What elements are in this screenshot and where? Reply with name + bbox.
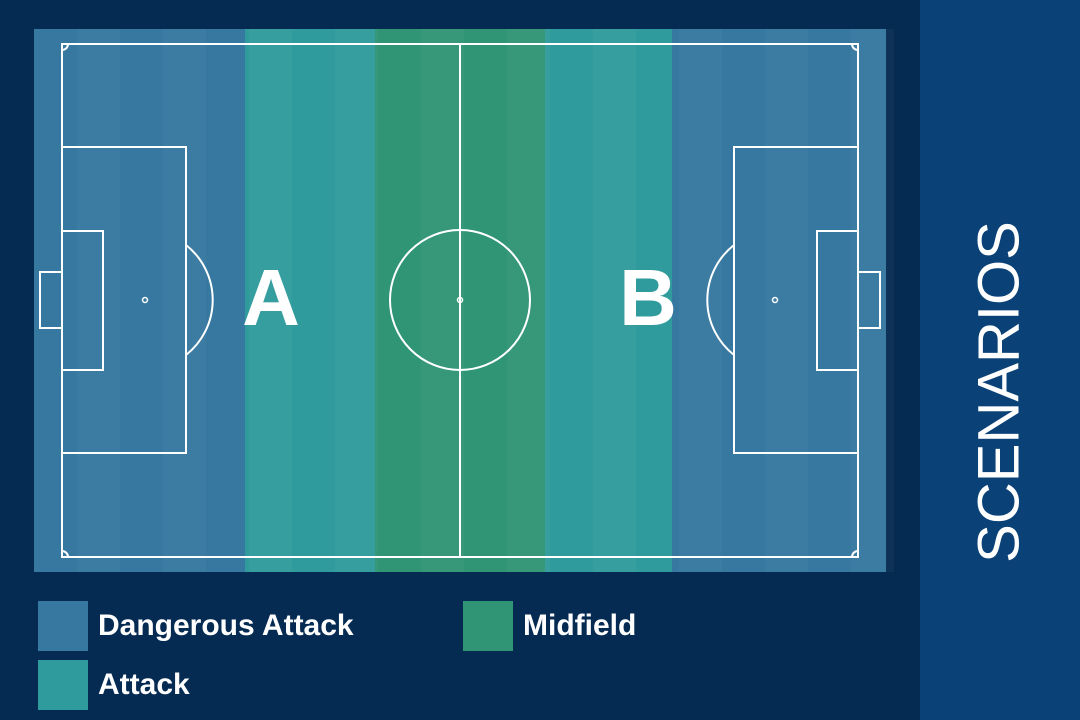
- legend: Dangerous Attack Attack Midfield: [38, 601, 636, 710]
- pitch-stripe: [77, 29, 120, 572]
- legend-swatch: [38, 660, 88, 710]
- side-panel: [920, 0, 1080, 720]
- pitch-stripe: [765, 29, 808, 572]
- scenario-label: B: [619, 253, 677, 342]
- side-title: SCENARIOS: [966, 221, 1031, 563]
- legend-label: Midfield: [523, 609, 636, 642]
- legend-label: Attack: [98, 668, 190, 701]
- goal: [857, 271, 881, 329]
- pitch-stripe: [507, 29, 550, 572]
- legend-label: Dangerous Attack: [98, 609, 354, 642]
- legend-swatch: [38, 601, 88, 651]
- corner-arcs: [61, 43, 859, 558]
- penalty-spot: [771, 296, 779, 304]
- penalty-arc: [185, 244, 214, 356]
- pitch-stripe: [163, 29, 206, 572]
- center-spot: [456, 296, 464, 304]
- penalty-spot: [141, 296, 149, 304]
- zone: [545, 29, 672, 572]
- pitch-lines: [39, 43, 881, 558]
- legend-swatch: [463, 601, 513, 651]
- goal: [39, 271, 63, 329]
- zone: [245, 29, 375, 572]
- penalty-arc: [706, 244, 735, 356]
- scenario-label: A: [242, 253, 300, 342]
- pitch-stripe: [335, 29, 378, 572]
- zone: [34, 29, 245, 572]
- center-circle: [389, 229, 531, 371]
- pitch-stripe: [679, 29, 722, 572]
